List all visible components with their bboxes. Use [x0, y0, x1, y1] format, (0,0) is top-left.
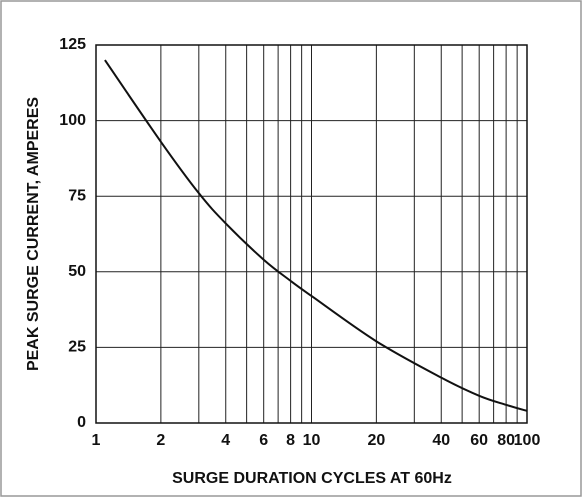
x-tick-label: 6: [259, 432, 268, 449]
plot-border: [95, 44, 528, 424]
y-tick-label: 75: [68, 187, 86, 204]
x-tick-label: 10: [303, 432, 321, 449]
x-tick-label: 80: [497, 432, 515, 449]
y-tick-label: 50: [68, 263, 86, 280]
x-tick-label: 100: [514, 432, 541, 449]
y-tick-label: 125: [59, 36, 86, 53]
x-tick-label: 1: [92, 432, 101, 449]
x-tick-label: 4: [221, 432, 230, 449]
y-tick-label: 100: [59, 112, 86, 129]
x-tick-label: 40: [432, 432, 450, 449]
curve: [104, 59, 528, 412]
x-tick-label: 20: [367, 432, 385, 449]
y-tick-label: 25: [68, 339, 86, 356]
x-axis-label: SURGE DURATION CYCLES AT 60Hz: [172, 470, 452, 487]
x-tick-label: 2: [156, 432, 165, 449]
y-tick-label: 0: [77, 414, 86, 431]
x-tick-label: 8: [286, 432, 295, 449]
x-tick-label: 60: [470, 432, 488, 449]
y-axis-label: PEAK SURGE CURRENT, AMPERES: [25, 97, 42, 371]
